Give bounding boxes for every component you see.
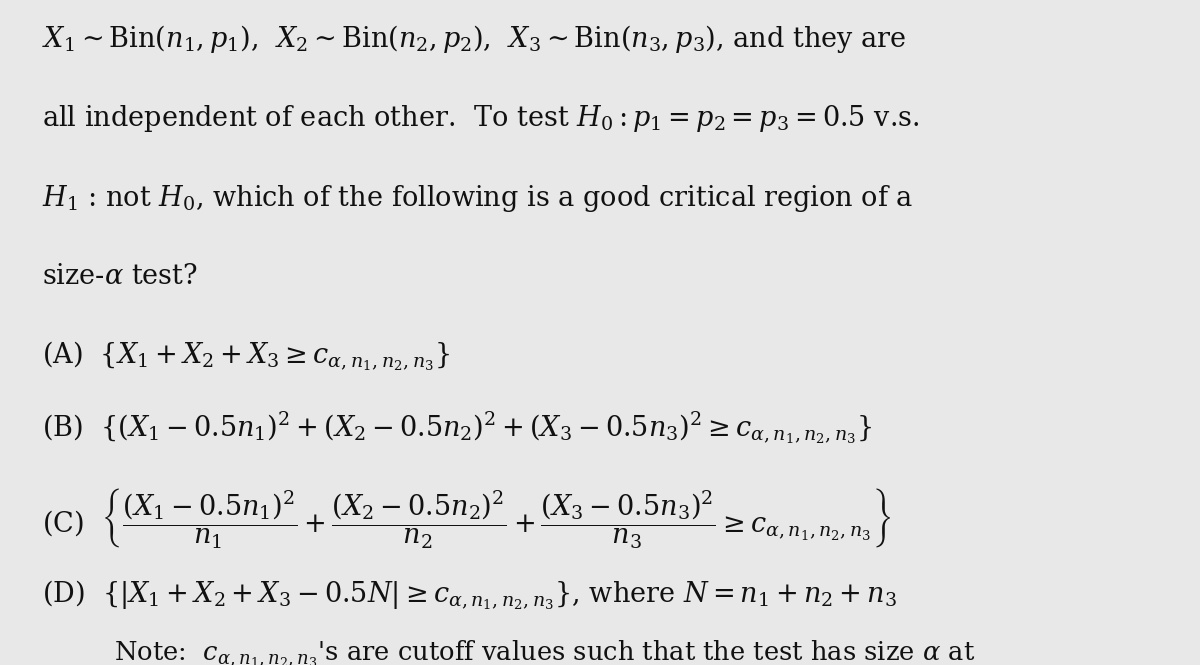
Text: (D)  $\{|X_1 + X_2 + X_3 - 0.5N| \geq c_{\alpha,n_1,n_2,n_3}\}$, where $N = n_1 : (D) $\{|X_1 + X_2 + X_3 - 0.5N| \geq c_{… — [42, 579, 896, 612]
Text: all independent of each other.  To test $H_0 : p_1 = p_2 = p_3 = 0.5$ v.s.: all independent of each other. To test $… — [42, 103, 919, 134]
Text: $H_1$ : not $H_0$, which of the following is a good critical region of a: $H_1$ : not $H_0$, which of the followin… — [42, 183, 913, 214]
Text: (A)  $\{X_1 + X_2 + X_3 \geq c_{\alpha,n_1,n_2,n_3}\}$: (A) $\{X_1 + X_2 + X_3 \geq c_{\alpha,n_… — [42, 339, 450, 373]
Text: (B)  $\{(X_1 - 0.5n_1)^2 + (X_2 - 0.5n_2)^2 + (X_3 - 0.5n_3)^2 \geq c_{\alpha,n_: (B) $\{(X_1 - 0.5n_1)^2 + (X_2 - 0.5n_2)… — [42, 409, 872, 446]
Text: size-$\alpha$ test?: size-$\alpha$ test? — [42, 263, 198, 290]
Text: $X_1 \sim \mathrm{Bin}(n_1, p_1)$,  $X_2 \sim \mathrm{Bin}(n_2, p_2)$,  $X_3 \si: $X_1 \sim \mathrm{Bin}(n_1, p_1)$, $X_2 … — [42, 23, 906, 55]
Text: Note:  $c_{\alpha,n_1,n_2,n_3}$'s are cutoff values such that the test has size : Note: $c_{\alpha,n_1,n_2,n_3}$'s are cut… — [114, 638, 976, 665]
Text: (C)  $\left\{\dfrac{(X_1-0.5n_1)^2}{n_1} + \dfrac{(X_2-0.5n_2)^2}{n_2} + \dfrac{: (C) $\left\{\dfrac{(X_1-0.5n_1)^2}{n_1} … — [42, 487, 892, 551]
